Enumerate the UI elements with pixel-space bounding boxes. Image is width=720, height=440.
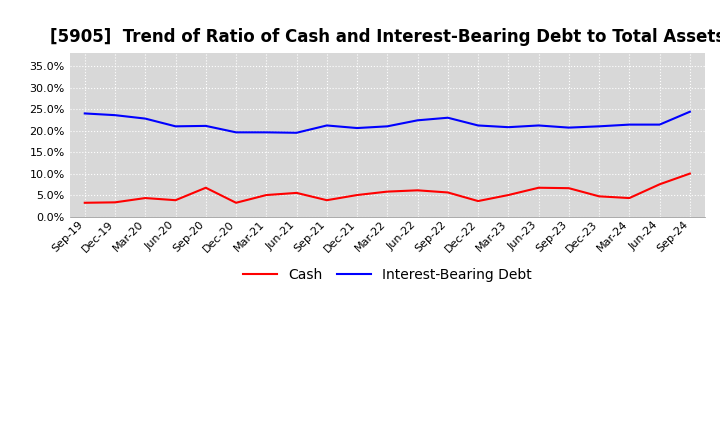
Cash [232,200,240,205]
Cash [111,200,120,205]
Cash [534,185,543,191]
Interest-Bearing Debt [262,130,271,135]
Cash [81,200,89,205]
Interest-Bearing Debt [474,123,482,128]
Line: Cash: Cash [85,173,690,203]
Cash [171,198,180,203]
Interest-Bearing Debt [655,122,664,127]
Cash [595,194,603,199]
Cash [323,198,331,203]
Cash [564,186,573,191]
Interest-Bearing Debt [534,123,543,128]
Interest-Bearing Debt [444,115,452,121]
Cash [292,190,301,195]
Title: [5905]  Trend of Ratio of Cash and Interest-Bearing Debt to Total Assets: [5905] Trend of Ratio of Cash and Intere… [50,28,720,46]
Cash [504,192,513,198]
Interest-Bearing Debt [81,111,89,116]
Cash [474,198,482,204]
Cash [685,171,694,176]
Interest-Bearing Debt [625,122,634,127]
Cash [383,189,392,194]
Cash [444,190,452,195]
Interest-Bearing Debt [353,125,361,131]
Interest-Bearing Debt [202,123,210,128]
Interest-Bearing Debt [323,123,331,128]
Interest-Bearing Debt [111,113,120,118]
Interest-Bearing Debt [141,116,150,121]
Cash [202,185,210,191]
Interest-Bearing Debt [383,124,392,129]
Interest-Bearing Debt [595,124,603,129]
Legend: Cash, Interest-Bearing Debt: Cash, Interest-Bearing Debt [237,263,538,288]
Cash [141,195,150,201]
Interest-Bearing Debt [232,130,240,135]
Cash [413,188,422,193]
Line: Interest-Bearing Debt: Interest-Bearing Debt [85,112,690,133]
Interest-Bearing Debt [413,117,422,123]
Cash [262,192,271,198]
Interest-Bearing Debt [504,125,513,130]
Interest-Bearing Debt [292,130,301,136]
Cash [625,195,634,201]
Interest-Bearing Debt [171,124,180,129]
Interest-Bearing Debt [685,109,694,114]
Cash [353,192,361,198]
Cash [655,182,664,187]
Interest-Bearing Debt [564,125,573,130]
